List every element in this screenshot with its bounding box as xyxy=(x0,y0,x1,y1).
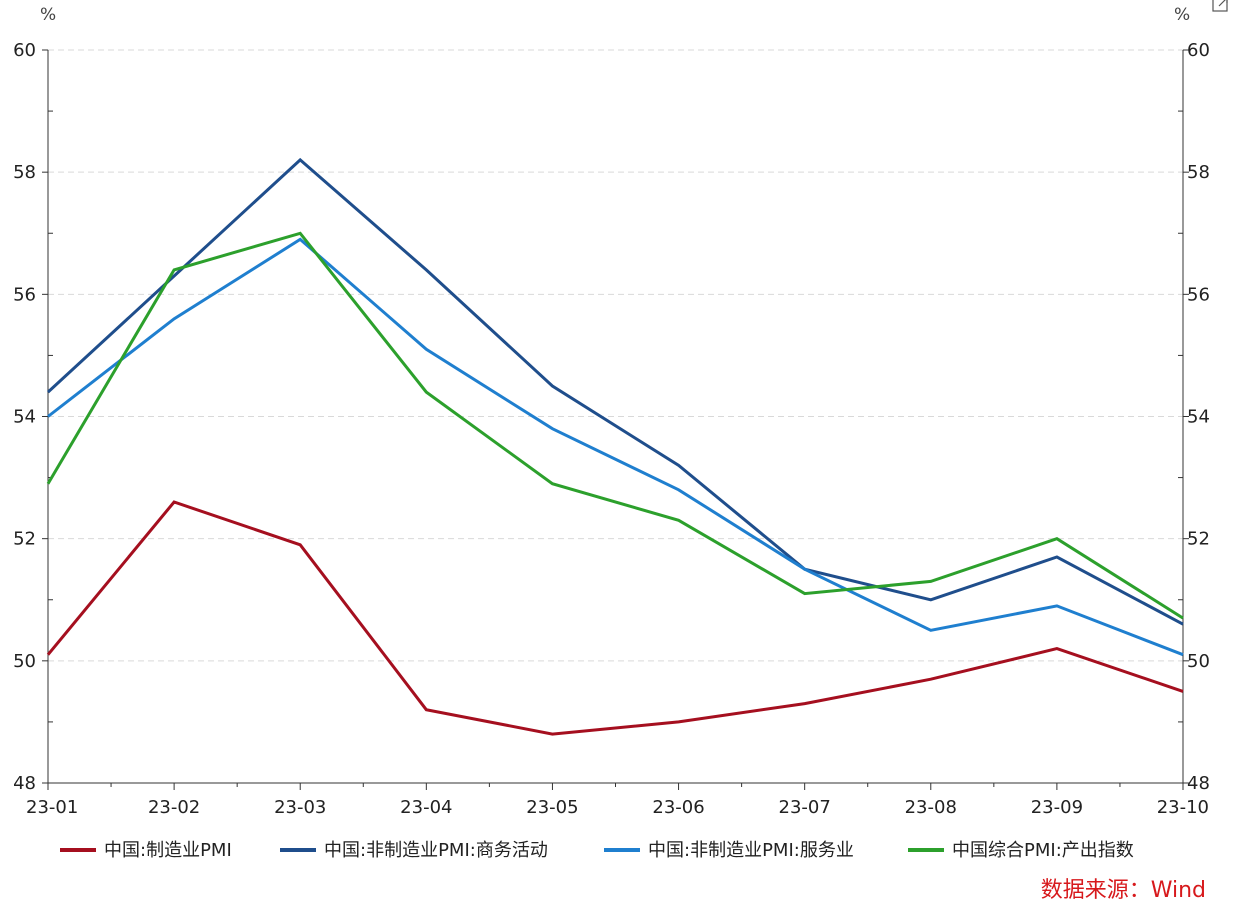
left-y-tick-label: 54 xyxy=(13,407,36,428)
right-y-tick-label: 52 xyxy=(1187,529,1210,550)
right-y-tick-label: 48 xyxy=(1187,773,1210,794)
legend-label-4: 中国综合PMI:产出指数 xyxy=(952,840,1134,861)
left-y-tick-label: 60 xyxy=(13,40,36,61)
left-y-tick-label: 58 xyxy=(13,162,36,183)
x-tick-label: 23-02 xyxy=(148,797,200,818)
series-line-3 xyxy=(47,237,1184,657)
series-lines xyxy=(46,157,1184,736)
legend-label-2: 中国:非制造业PMI:商务活动 xyxy=(324,840,548,861)
legend-label-1: 中国:制造业PMI xyxy=(104,840,232,861)
left-y-tick-label: 48 xyxy=(13,773,36,794)
x-tick-label: 23-09 xyxy=(1031,797,1083,818)
left-y-tick-label: 56 xyxy=(13,284,36,305)
x-tick-label: 23-05 xyxy=(526,797,578,818)
x-tick-label: 23-07 xyxy=(779,797,831,818)
x-tick-label: 23-06 xyxy=(652,797,704,818)
source-note: 数据来源：Wind xyxy=(1041,878,1206,903)
legend-label-3: 中国:非制造业PMI:服务业 xyxy=(648,840,854,861)
left-y-tick-label: 50 xyxy=(13,651,36,672)
right-y-tick-label: 54 xyxy=(1187,407,1210,428)
x-tick-label: 23-01 xyxy=(26,797,78,818)
legend: 中国:制造业PMI 中国:非制造业PMI:商务活动 中国:非制造业PMI:服务业 中国… xyxy=(60,840,1134,861)
ticks: 48 48 50 50 52 52 54 54 56 56 58 58 60 60 23-01 23-02 23… xyxy=(13,40,1210,818)
x-tick-label: 23-03 xyxy=(274,797,326,818)
right-y-tick-label: 58 xyxy=(1187,162,1210,183)
x-tick-label: 23-04 xyxy=(400,797,452,818)
series-line-2 xyxy=(46,157,1184,626)
left-y-unit-label: % xyxy=(40,5,56,25)
right-y-unit-label: % xyxy=(1174,5,1190,25)
series-line-1 xyxy=(46,500,1184,736)
x-tick-label: 23-08 xyxy=(905,797,957,818)
gridlines xyxy=(48,49,1183,662)
right-y-tick-label: 56 xyxy=(1187,284,1210,305)
right-y-tick-label: 60 xyxy=(1187,40,1210,61)
left-y-tick-label: 52 xyxy=(13,529,36,550)
series-line-4 xyxy=(46,231,1184,620)
x-tick-label: 23-10 xyxy=(1157,797,1209,818)
right-y-tick-label: 50 xyxy=(1187,651,1210,672)
export-icon[interactable] xyxy=(1212,0,1228,12)
